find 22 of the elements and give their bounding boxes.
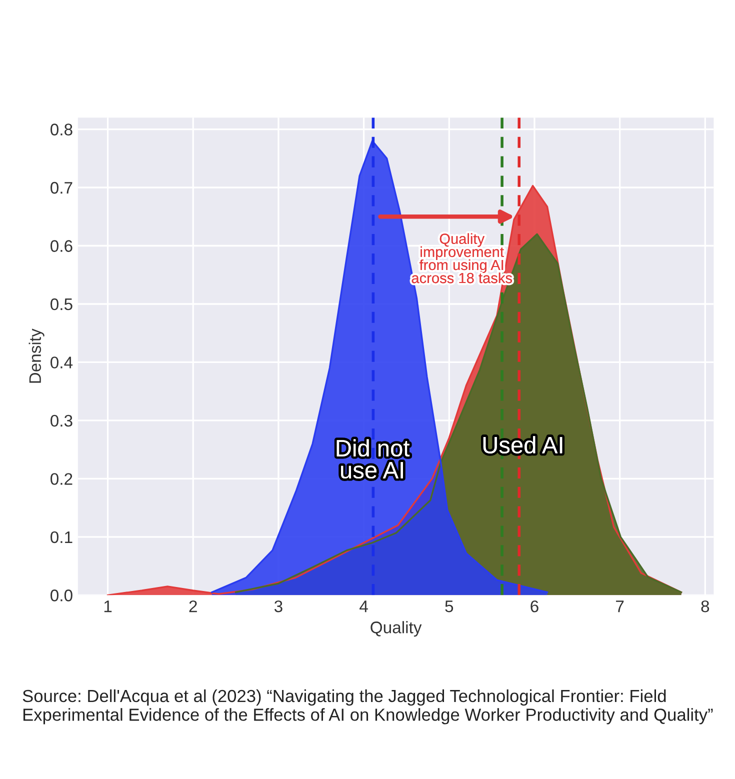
x-tick-label: 7 — [616, 600, 624, 612]
x-tick-label: 2 — [189, 600, 197, 612]
y-tick-label: 0.4 — [50, 356, 73, 368]
x-axis-title: Quality — [370, 621, 422, 637]
y-tick-label: 0.1 — [50, 531, 72, 544]
x-tick-label: 3 — [274, 600, 282, 612]
source-note: Source: Dell'Acqua et al (2023) “Navigating the Jagged Technological Frontier: Field Experimental Evidence of the Effects of AI on Knowledge Worker Productivity and Quality” — [22, 689, 713, 724]
y-tick-label: 0.3 — [50, 414, 72, 427]
x-tick-label: 8 — [701, 600, 710, 612]
annotation: Did not use AI — [336, 439, 410, 479]
annotation: Used AI — [483, 436, 562, 454]
x-tick-label: 1 — [104, 600, 112, 612]
y-tick-label: 0.2 — [50, 473, 72, 485]
x-tick-label: 6 — [530, 600, 538, 612]
y-tick-label: 0.5 — [50, 298, 72, 310]
y-tick-label: 0.7 — [50, 182, 72, 194]
y-axis-title: Density — [28, 328, 44, 383]
x-tick-label: 4 — [360, 600, 368, 612]
y-tick-label: 0.0 — [50, 590, 72, 602]
y-tick-label: 0.8 — [50, 124, 72, 136]
y-tick-label: 0.6 — [50, 240, 72, 252]
x-tick-label: 5 — [445, 600, 454, 612]
